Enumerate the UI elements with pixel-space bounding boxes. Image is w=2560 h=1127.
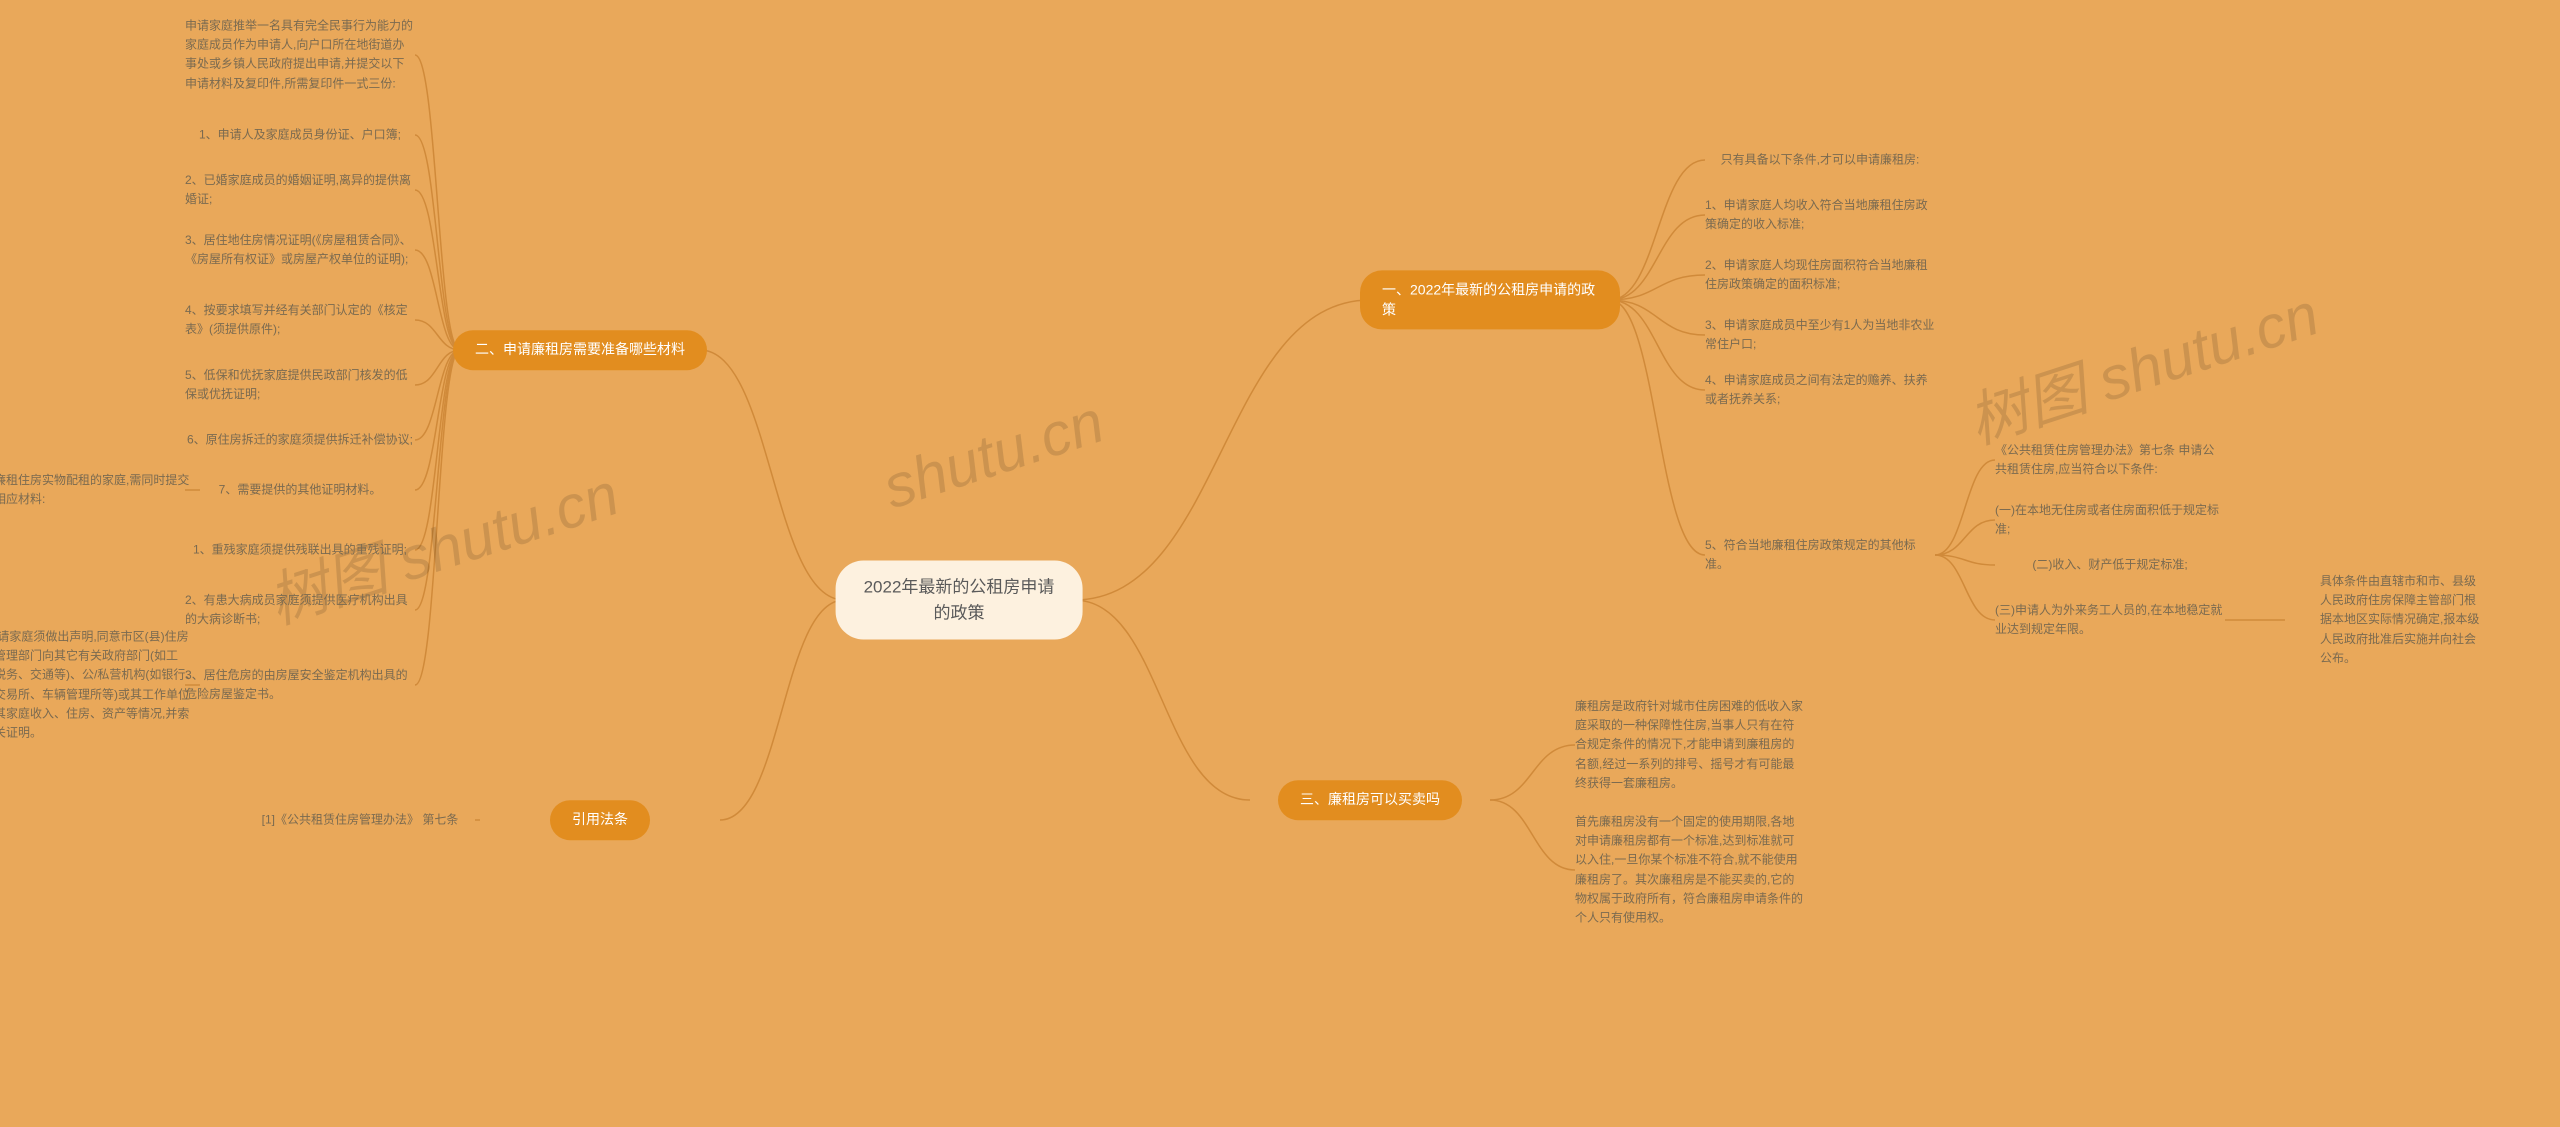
watermark-3: shutu.cn bbox=[875, 387, 1112, 523]
leaf-b2c9: 2、有患大病成员家庭须提供医疗机构出具的大病诊断书; bbox=[185, 591, 415, 629]
leaf-b1c5: 5、符合当地廉租住房政策规定的其他标准。 bbox=[1705, 536, 1935, 574]
leaf-b4c0: [1]《公共租赁住房管理办法》 第七条 bbox=[262, 810, 459, 829]
leaf-b2c5: 5、低保和优抚家庭提供民政部门核发的低保或优抚证明; bbox=[185, 366, 415, 404]
leaf-b1c0: 只有具备以下条件,才可以申请廉租房: bbox=[1721, 150, 1920, 169]
leaf-b1c5a: 《公共租赁住房管理办法》第七条 申请公共租赁住房,应当符合以下条件: bbox=[1995, 441, 2225, 479]
leaf-b2c10: 3、居住危房的由房屋安全鉴定机构出具的危险房屋鉴定书。 bbox=[185, 666, 415, 704]
leaf-b1c5d1: 具体条件由直辖市和市、县级人民政府住房保障主管部门根据本地区实际情况确定,报本级… bbox=[2320, 572, 2480, 668]
leaf-b1c1: 1、申请家庭人均收入符合当地廉租住房政策确定的收入标准; bbox=[1705, 196, 1935, 234]
leaf-b2c8: 1、重残家庭须提供残联出具的重残证明; bbox=[193, 540, 407, 559]
leaf-b2c4: 4、按要求填写并经有关部门认定的《核定表》(须提供原件); bbox=[185, 301, 415, 339]
leaf-b2c2: 2、已婚家庭成员的婚姻证明,离异的提供离婚证; bbox=[185, 171, 415, 209]
root-line2: 的政策 bbox=[864, 600, 1055, 626]
leaf-b2c6: 6、原住房拆迁的家庭须提供拆迁补偿协议; bbox=[187, 430, 413, 449]
leaf-b1c5b: (一)在本地无住房或者住房面积低于规定标准; bbox=[1995, 501, 2225, 539]
watermark-2: 树图 shutu.cn bbox=[1955, 266, 2328, 461]
root-line1: 2022年最新的公租房申请 bbox=[864, 575, 1055, 601]
leaf-b3c1: 首先廉租房没有一个固定的使用期限,各地对申请廉租房都有一个标准,达到标准就可以入… bbox=[1575, 812, 1805, 927]
leaf-b3c0: 廉租房是政府针对城市住房困难的低收入家庭采取的一种保障性住房,当事人只有在符合规… bbox=[1575, 697, 1805, 793]
leaf-b2c3: 3、居住地住房情况证明(《房屋租赁合同》、《房屋所有权证》或房屋产权单位的证明)… bbox=[185, 231, 415, 269]
leaf-b2c7: 7、需要提供的其他证明材料。 bbox=[219, 480, 382, 499]
leaf-b1c4: 4、申请家庭成员之间有法定的赡养、扶养或者抚养关系; bbox=[1705, 371, 1935, 409]
leaf-b2c1: 1、申请人及家庭成员身份证、户口簿; bbox=[199, 125, 401, 144]
branch-b3: 三、廉租房可以买卖吗 bbox=[1278, 780, 1462, 820]
branch-b4: 引用法条 bbox=[550, 800, 650, 840]
leaf-b1c5c: (二)收入、财产低于规定标准; bbox=[2032, 555, 2187, 574]
root-node: 2022年最新的公租房申请 的政策 bbox=[836, 561, 1083, 640]
leaf-b1c5d: (三)申请人为外来务工人员的,在本地稳定就业达到规定年限。 bbox=[1995, 601, 2225, 639]
leaf-b1c3: 3、申请家庭成员中至少有1人为当地非农业常住户口; bbox=[1705, 316, 1935, 354]
branch-b2: 二、申请廉租房需要准备哪些材料 bbox=[453, 330, 707, 370]
leaf-b2c7a: 申请廉租住房实物配租的家庭,需同时提交以下相应材料: bbox=[0, 471, 200, 509]
leaf-b1c2: 2、申请家庭人均现住房面积符合当地廉租住房政策确定的面积标准; bbox=[1705, 256, 1935, 294]
branch-b1: 一、2022年最新的公租房申请的政策 bbox=[1360, 270, 1620, 329]
leaf-b2c10a: 注:申请家庭须做出声明,同意市区(县)住房保障管理部门向其它有关政府部门(如工商… bbox=[0, 627, 200, 742]
leaf-b2c0: 申请家庭推举一名具有完全民事行为能力的家庭成员作为申请人,向户口所在地街道办事处… bbox=[185, 17, 415, 94]
